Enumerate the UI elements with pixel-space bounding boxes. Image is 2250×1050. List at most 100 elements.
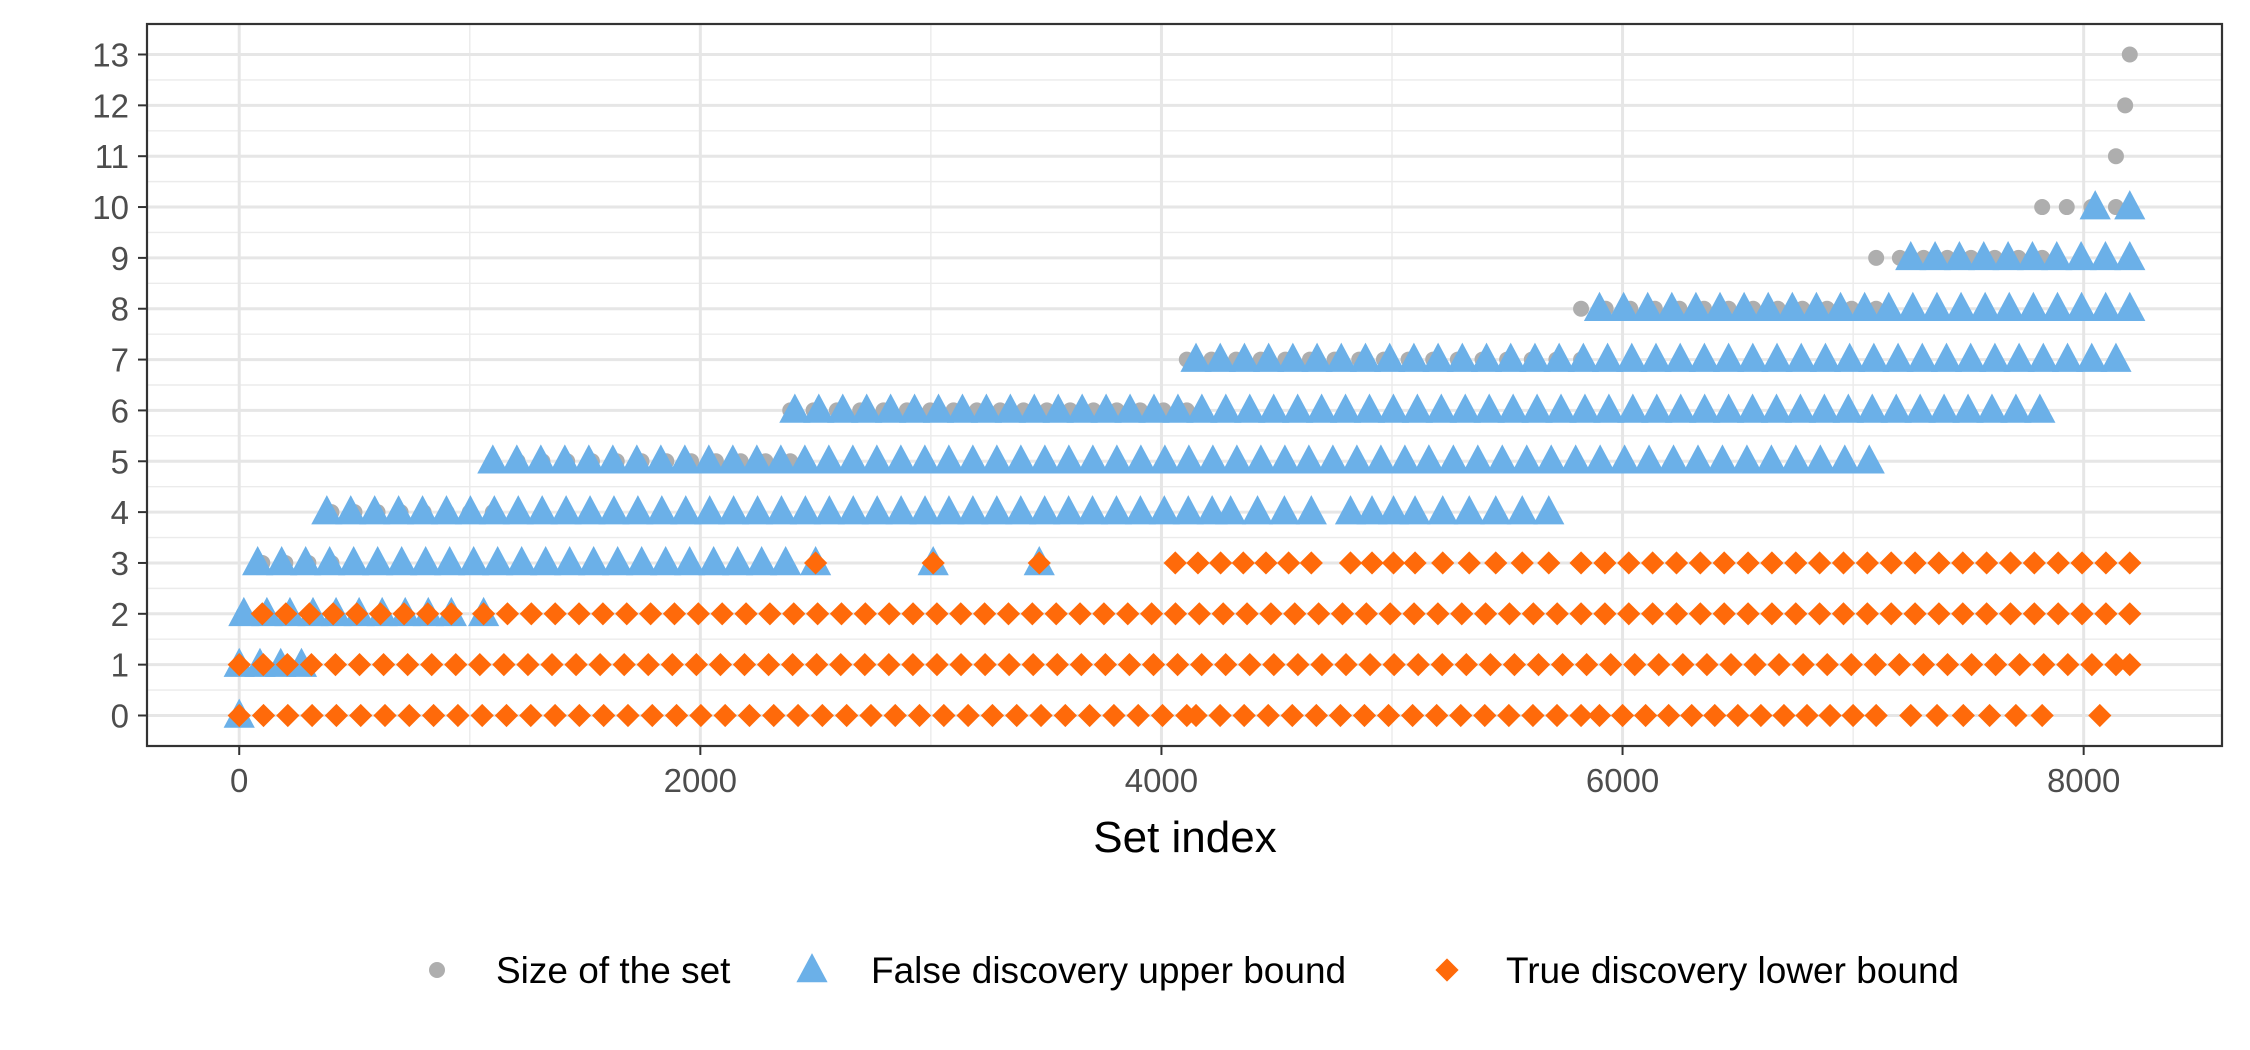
diamond-point bbox=[901, 602, 925, 626]
circle-point bbox=[1573, 300, 1590, 317]
legend-key-triangle bbox=[796, 953, 828, 983]
triangle-point bbox=[1737, 342, 1769, 372]
y-tick-label: 2 bbox=[111, 596, 129, 633]
triangle-point bbox=[1776, 291, 1808, 322]
diamond-point bbox=[1403, 551, 1427, 575]
diamond-point bbox=[1951, 551, 1975, 575]
diamond-point bbox=[1899, 703, 1923, 728]
triangle-point bbox=[362, 546, 394, 576]
triangle-point bbox=[1497, 393, 1529, 423]
diamond-point bbox=[1791, 653, 1815, 677]
triangle-point bbox=[1277, 342, 1309, 372]
triangle-point bbox=[1173, 444, 1205, 474]
diamond-point bbox=[616, 703, 640, 728]
triangle-point bbox=[1413, 444, 1445, 474]
triangle-point bbox=[2090, 291, 2122, 322]
triangle-point bbox=[1437, 444, 1469, 474]
triangle-point bbox=[1560, 444, 1592, 474]
triangle-point bbox=[1535, 444, 1567, 474]
diamond-point bbox=[1935, 653, 1960, 677]
triangle-point bbox=[1329, 393, 1362, 423]
diamond-point bbox=[1760, 602, 1784, 626]
diamond-point bbox=[1360, 551, 1384, 575]
diamond-point bbox=[1617, 551, 1641, 575]
triangle-point bbox=[1269, 444, 1301, 474]
triangle-point bbox=[1784, 393, 1817, 423]
triangle-point bbox=[2114, 240, 2146, 271]
diamond-point bbox=[2118, 653, 2142, 677]
diamond-point bbox=[446, 703, 470, 728]
diamond-point bbox=[323, 653, 348, 677]
diamond-point bbox=[1688, 602, 1712, 626]
triangle-point bbox=[1904, 393, 1936, 423]
y-tick-label: 8 bbox=[111, 291, 129, 328]
diamond-point bbox=[591, 602, 615, 626]
diamond-point bbox=[300, 703, 324, 728]
diamond-point bbox=[1680, 703, 1704, 728]
triangle-point bbox=[1519, 342, 1551, 372]
y-tick-label: 7 bbox=[111, 342, 129, 379]
diamond-point bbox=[810, 703, 834, 728]
diamond-point bbox=[1887, 653, 1911, 677]
diamond-point bbox=[1767, 653, 1791, 677]
diamond-point bbox=[1545, 602, 1569, 626]
triangle-point bbox=[1353, 393, 1386, 423]
circle-point bbox=[2107, 148, 2124, 165]
diamond-point bbox=[1719, 653, 1743, 677]
triangle-point bbox=[789, 444, 821, 474]
diamond-point bbox=[996, 602, 1021, 626]
triangle-point bbox=[1100, 495, 1133, 525]
triangle-point bbox=[837, 444, 869, 474]
diamond-point bbox=[472, 602, 496, 626]
diamond-point bbox=[1235, 602, 1259, 626]
triangle-point bbox=[1268, 495, 1301, 525]
diamond-point bbox=[416, 602, 440, 626]
diamond-point bbox=[1925, 703, 1949, 728]
diamond-point bbox=[1903, 602, 1927, 626]
x-tick-label: 2000 bbox=[664, 762, 737, 799]
triangle-point bbox=[1125, 444, 1157, 474]
triangle-point bbox=[1180, 342, 1212, 372]
diamond-point bbox=[1165, 653, 1190, 677]
triangle-point bbox=[1066, 393, 1098, 423]
triangle-point bbox=[861, 444, 893, 474]
legend-label: Size of the set bbox=[496, 950, 731, 991]
triangle-point bbox=[549, 444, 581, 474]
triangle-point bbox=[646, 495, 678, 525]
diamond-point bbox=[1784, 602, 1808, 626]
triangle-point bbox=[2100, 342, 2132, 372]
triangle-point bbox=[458, 546, 490, 576]
triangle-point bbox=[898, 393, 931, 423]
triangle-point bbox=[1856, 393, 1888, 423]
triangle-point bbox=[718, 495, 750, 525]
diamond-point bbox=[1831, 551, 1856, 575]
triangle-point bbox=[1258, 393, 1290, 423]
diamond-point bbox=[708, 653, 733, 677]
triangle-point bbox=[1077, 444, 1109, 474]
triangle-point bbox=[933, 444, 965, 474]
diamond-point bbox=[612, 653, 636, 677]
diamond-point bbox=[543, 602, 567, 626]
diamond-point bbox=[1277, 551, 1301, 575]
legend-key-diamond bbox=[1435, 958, 1459, 982]
triangle-point bbox=[837, 495, 869, 525]
triangle-point bbox=[2027, 342, 2059, 372]
triangle-point bbox=[994, 393, 1026, 423]
legend: Size of the set False discovery upper bou… bbox=[429, 950, 1959, 991]
diamond-point bbox=[1772, 703, 1796, 728]
diamond-point bbox=[1053, 703, 1077, 728]
diamond-point bbox=[1587, 703, 1612, 728]
diamond-point bbox=[1478, 653, 1502, 677]
triangle-point bbox=[2065, 240, 2097, 271]
triangle-point bbox=[1253, 342, 1285, 372]
triangle-point bbox=[1042, 393, 1074, 423]
diamond-point bbox=[227, 703, 251, 728]
diamond-point bbox=[1879, 551, 1903, 575]
diamond-point bbox=[1641, 551, 1665, 575]
triangle-point bbox=[1656, 291, 1688, 322]
triangle-point bbox=[1053, 444, 1085, 474]
triangle-point bbox=[621, 444, 653, 474]
diamond-point bbox=[1984, 653, 2008, 677]
triangle-point bbox=[1731, 444, 1763, 474]
triangle-point bbox=[1325, 342, 1357, 372]
